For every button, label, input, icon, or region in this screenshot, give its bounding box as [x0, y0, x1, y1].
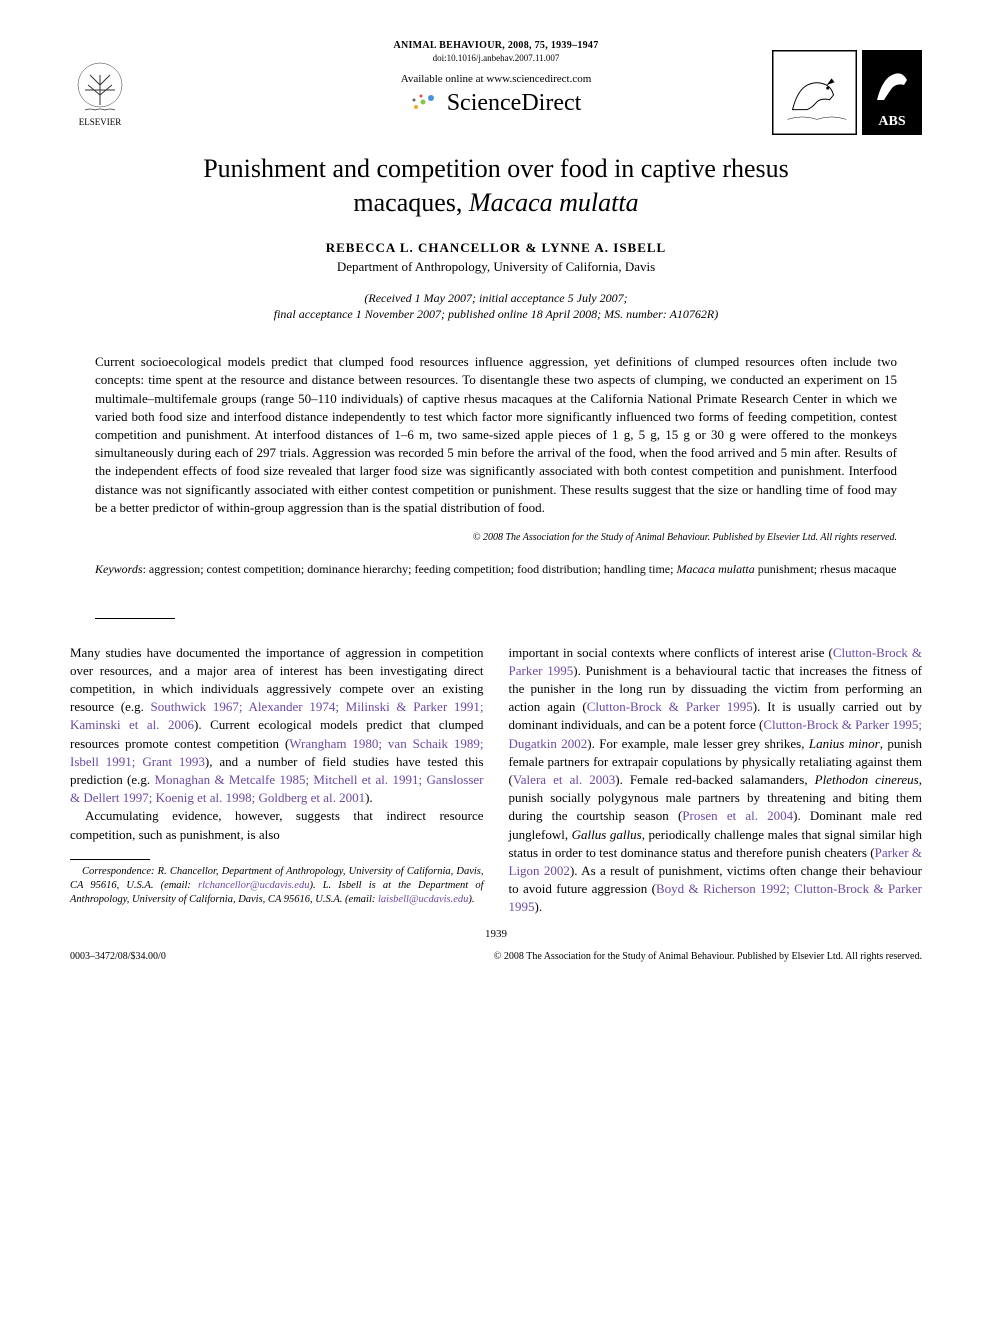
svg-text:ELSEVIER: ELSEVIER [79, 117, 122, 127]
citation[interactable]: Prosen et al. 2004 [682, 808, 793, 823]
header-block: ELSEVIER ABS ANIMAL BEHAVIOUR, 2008, 75,… [70, 40, 922, 117]
page-number: 1939 [485, 928, 507, 940]
column-left: Many studies have documented the importa… [70, 644, 484, 917]
abstract: Current socioecological models predict t… [95, 353, 897, 517]
page-footer: 1939 0003–3472/08/$34.00/0 © 2008 The As… [70, 926, 922, 962]
correspondence: Correspondence: R. Chancellor, Departmen… [70, 865, 484, 908]
body-para-2: Accumulating evidence, however, suggests… [70, 807, 484, 843]
email-link[interactable]: laisbell@ucdavis.edu [378, 894, 468, 905]
title-species: Macaca mulatta [469, 188, 639, 217]
abstract-copyright: © 2008 The Association for the Study of … [95, 532, 897, 543]
keywords-species: Macaca mulatta [676, 562, 754, 576]
article-dates: (Received 1 May 2007; initial acceptance… [70, 290, 922, 324]
section-divider [95, 618, 175, 619]
footer-copyright: © 2008 The Association for the Study of … [494, 951, 922, 962]
keywords-label: Keywords [95, 562, 143, 576]
correspondence-divider [70, 859, 150, 860]
journal-logos: ABS [772, 50, 922, 135]
species-name: Gallus gallus [572, 827, 642, 842]
email-link[interactable]: rlchancellor@ucdavis.edu [198, 880, 309, 891]
affiliation: Department of Anthropology, University o… [70, 259, 922, 275]
keywords-text: : aggression; contest competition; domin… [143, 562, 677, 576]
elsevier-tree-icon: ELSEVIER [70, 60, 130, 130]
article-title: Punishment and competition over food in … [70, 152, 922, 220]
keywords: Keywords: aggression; contest competitio… [95, 561, 897, 578]
dates-line2: final acceptance 1 November 2007; publis… [274, 307, 718, 321]
issn: 0003–3472/08/$34.00/0 [70, 951, 166, 962]
sd-dots-icon [411, 92, 441, 117]
dates-line1: (Received 1 May 2007; initial acceptance… [364, 291, 627, 305]
sciencedirect-text: ScienceDirect [447, 90, 582, 116]
footer-line: 0003–3472/08/$34.00/0 © 2008 The Associa… [70, 951, 922, 962]
elsevier-logo: ELSEVIER [70, 60, 140, 140]
citation[interactable]: Clutton-Brock & Parker 1995 [587, 699, 753, 714]
keywords-rest: punishment; rhesus macaque [755, 562, 897, 576]
column-right: important in social contexts where confl… [509, 644, 923, 917]
title-part2: macaques, [353, 188, 469, 217]
species-name: Lanius minor [809, 736, 880, 751]
body-para-3: important in social contexts where confl… [509, 644, 923, 917]
svg-text:ABS: ABS [878, 114, 905, 129]
body-para-1: Many studies have documented the importa… [70, 644, 484, 808]
species-name: Plethodon cinereus [815, 772, 919, 787]
body-text: Many studies have documented the importa… [70, 644, 922, 917]
authors: REBECCA L. CHANCELLOR & LYNNE A. ISBELL [70, 240, 922, 256]
title-part1: Punishment and competition over food in … [203, 154, 789, 183]
journal-wolf-icon [772, 50, 857, 135]
abs-logo: ABS [862, 50, 922, 135]
citation[interactable]: Valera et al. 2003 [513, 772, 615, 787]
